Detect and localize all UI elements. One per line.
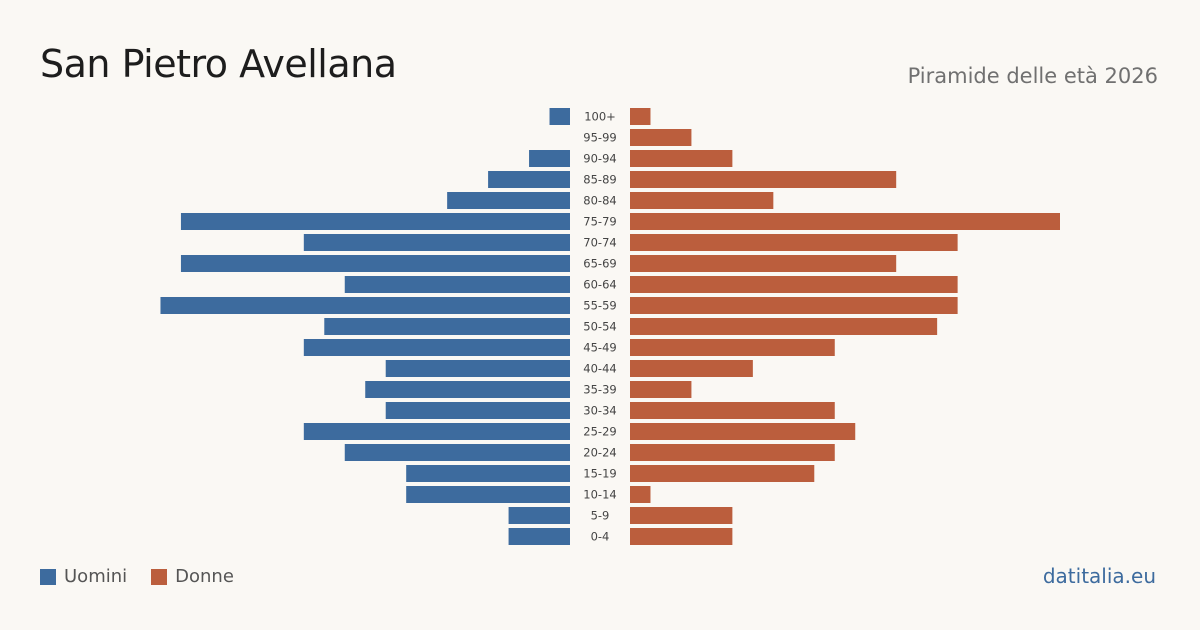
age-label-70-74: 70-74 — [583, 236, 616, 250]
age-label-80-84: 80-84 — [583, 194, 616, 208]
bar-men-20-24 — [344, 444, 570, 461]
bar-women-55-59 — [630, 297, 958, 314]
bar-women-65-69 — [630, 255, 897, 272]
age-label-35-39: 35-39 — [583, 383, 616, 397]
bar-men-85-89 — [488, 171, 570, 188]
bar-men-30-34 — [385, 402, 570, 419]
bar-women-15-19 — [630, 465, 815, 482]
bar-women-95-99 — [630, 129, 692, 146]
age-label-55-59: 55-59 — [583, 299, 616, 313]
legend-label-women: Donne — [175, 566, 234, 587]
age-label-15-19: 15-19 — [583, 467, 616, 481]
legend-label-men: Uomini — [64, 566, 128, 587]
bar-men-10-14 — [406, 486, 570, 503]
chart-subtitle: Piramide delle età 2026 — [907, 64, 1158, 88]
age-label-0-4: 0-4 — [591, 530, 610, 544]
bar-women-80-84 — [630, 192, 774, 209]
bar-men-5-9 — [508, 507, 570, 524]
legend-item-men: Uomini — [40, 566, 127, 587]
bar-men-45-49 — [303, 339, 570, 356]
bar-men-60-64 — [344, 276, 570, 293]
age-label-30-34: 30-34 — [583, 404, 616, 418]
bar-men-100+ — [549, 108, 570, 125]
bar-men-80-84 — [447, 192, 570, 209]
bar-men-70-74 — [303, 234, 570, 251]
bar-women-85-89 — [630, 171, 897, 188]
bar-women-70-74 — [630, 234, 958, 251]
bar-women-25-29 — [630, 423, 856, 440]
bar-women-40-44 — [630, 360, 753, 377]
bar-men-75-79 — [180, 213, 570, 230]
age-label-10-14: 10-14 — [583, 488, 616, 502]
age-label-75-79: 75-79 — [583, 215, 616, 229]
bar-women-45-49 — [630, 339, 835, 356]
age-label-95-99: 95-99 — [583, 131, 616, 145]
legend-swatch-women — [151, 568, 168, 585]
bar-women-0-4 — [630, 528, 733, 545]
age-label-5-9: 5-9 — [591, 509, 610, 523]
age-label-60-64: 60-64 — [583, 278, 616, 292]
bar-men-90-94 — [529, 150, 570, 167]
age-label-65-69: 65-69 — [583, 257, 616, 271]
source-link[interactable]: datitalia.eu — [1042, 564, 1156, 588]
bar-men-15-19 — [406, 465, 570, 482]
age-label-20-24: 20-24 — [583, 446, 616, 460]
bar-women-90-94 — [630, 150, 733, 167]
age-label-40-44: 40-44 — [583, 362, 616, 376]
bar-men-50-54 — [324, 318, 570, 335]
bar-men-0-4 — [508, 528, 570, 545]
bar-women-50-54 — [630, 318, 938, 335]
bar-women-30-34 — [630, 402, 835, 419]
page-title: San Pietro Avellana — [40, 42, 397, 86]
bar-women-35-39 — [630, 381, 692, 398]
bar-men-65-69 — [180, 255, 570, 272]
age-label-90-94: 90-94 — [583, 152, 616, 166]
bar-men-55-59 — [160, 297, 570, 314]
legend-swatch-men — [40, 568, 56, 585]
age-label-25-29: 25-29 — [583, 425, 616, 439]
age-label-45-49: 45-49 — [583, 341, 616, 355]
bar-men-40-44 — [385, 360, 570, 377]
bar-women-60-64 — [630, 276, 958, 293]
bar-women-100+ — [630, 108, 651, 125]
bar-women-75-79 — [630, 213, 1060, 230]
bar-women-10-14 — [630, 486, 651, 503]
bar-men-35-39 — [365, 381, 570, 398]
age-label-100+: 100+ — [584, 110, 616, 124]
bar-women-20-24 — [630, 444, 835, 461]
bar-women-5-9 — [630, 507, 733, 524]
age-label-50-54: 50-54 — [583, 320, 616, 334]
legend: Uomini Donne — [40, 566, 234, 587]
legend-item-women: Donne — [151, 566, 234, 587]
age-label-85-89: 85-89 — [583, 173, 616, 187]
bar-men-25-29 — [303, 423, 570, 440]
